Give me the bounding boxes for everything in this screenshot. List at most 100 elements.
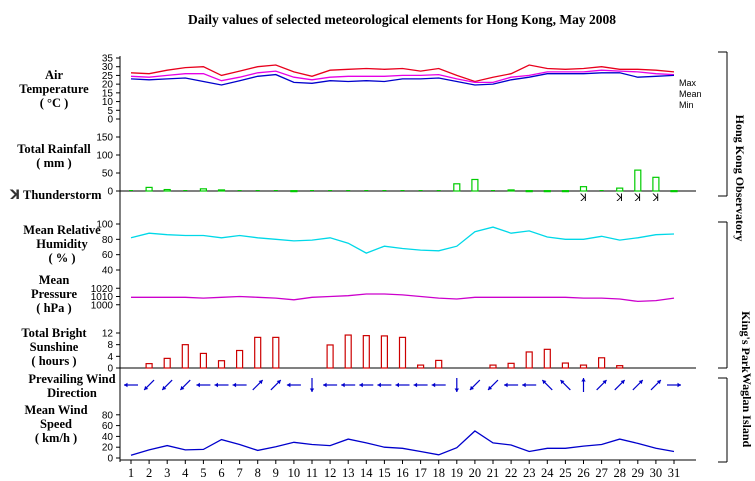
rainfall-bar — [634, 169, 642, 192]
wind-arrow-head — [522, 382, 526, 388]
sunshine-bar — [145, 363, 153, 369]
wind-speed-label-line: ( km/h ) — [35, 431, 77, 445]
sunshine-label-line: Sunshine — [30, 340, 79, 354]
wind-arrow-head — [620, 380, 625, 385]
rainfall-bar — [507, 189, 515, 192]
station-hko-label: Hong Kong Observatory — [733, 115, 747, 242]
temperature-mean-line — [130, 69, 675, 84]
wind-arrow-head — [542, 380, 547, 385]
wind-speed-label-line: Mean Wind — [24, 403, 87, 417]
sunshine-bar — [199, 352, 207, 369]
wind-arrow-head — [359, 382, 363, 388]
y-tick-label: 1010 — [91, 292, 114, 303]
wind-arrow-head — [214, 382, 218, 388]
temperature-min-line — [130, 72, 675, 86]
x-tick-label: 26 — [577, 466, 590, 480]
x-tick-label: 12 — [324, 466, 337, 480]
wind-arrow-head — [454, 388, 459, 392]
y-tick-label: 40 — [102, 266, 114, 277]
sunshine-bar — [236, 349, 244, 369]
wind-direction-arrow — [614, 379, 626, 391]
chart-title: Daily values of selected meteorological … — [188, 12, 616, 27]
y-tick-label: 0 — [107, 115, 113, 126]
wind-arrow-head — [180, 385, 185, 390]
rainfall-label-line: Total Rainfall — [17, 142, 91, 156]
y-tick-label: 4 — [107, 352, 113, 363]
pressure-line — [131, 293, 675, 303]
sunshine-label-line: ( hours ) — [31, 354, 76, 368]
wind-speed-label: Mean Wind Speed ( km/h ) — [24, 403, 87, 445]
wind-speed-line — [130, 430, 675, 456]
wind-arrow-head — [377, 382, 381, 388]
x-tick-label: 25 — [559, 466, 572, 480]
x-tick-label: 15 — [378, 466, 391, 480]
y-tick-label: 8 — [107, 340, 113, 351]
wind-direction-arrow — [560, 379, 571, 391]
wind-direction-arrow — [143, 379, 155, 391]
y-tick-label: 40 — [102, 432, 114, 443]
wind-arrow-head — [309, 388, 315, 392]
y-tick-label: 100 — [96, 220, 113, 231]
panel-frame: 0510152025303505010015040608010010001010… — [91, 51, 728, 480]
sunshine-bar — [543, 348, 551, 369]
humidity-label-line: Humidity — [36, 237, 88, 251]
x-tick-label: 22 — [505, 466, 518, 480]
wind-arrow-head — [488, 385, 493, 390]
wind-arrow-head — [286, 382, 291, 388]
station-kp-label: King's Park — [739, 311, 753, 373]
wind-direction-arrow — [454, 378, 459, 392]
wind-arrow-head — [258, 380, 263, 385]
wind-arrow-head — [413, 382, 418, 388]
wind-direction-arrow — [522, 382, 537, 388]
thunderstorm-marker: ꓘ — [579, 193, 587, 204]
station-wi: Waglan Island — [740, 373, 754, 448]
wind-arrow-head — [581, 378, 586, 382]
sunshine-bar — [507, 362, 515, 369]
wind-direction-arrow — [431, 382, 446, 388]
sunshine-bar — [254, 336, 262, 369]
y-tick-label: 30 — [102, 62, 114, 73]
wind-direction-arrow — [541, 379, 553, 391]
wind-arrow-head — [232, 382, 237, 388]
wind-direction-arrow — [395, 382, 410, 388]
sunshine-bar — [489, 364, 497, 369]
sunshine-bar — [380, 335, 388, 369]
y-tick-label: 1000 — [91, 300, 114, 311]
wind-direction-arrow — [179, 379, 191, 391]
pressure-label-line: Mean — [39, 273, 70, 287]
y-tick-label: 0 — [107, 187, 113, 198]
y-tick-label: 60 — [102, 250, 114, 261]
temperature-label-line: Air — [45, 68, 64, 82]
thunderstorm-marker: ꓘ — [615, 193, 623, 204]
wind-direction-label: Prevailing Wind Direction — [28, 372, 115, 400]
y-tick-label: 50 — [102, 169, 114, 180]
y-tick-label: 15 — [102, 88, 114, 99]
y-tick-label: 20 — [102, 443, 114, 454]
sunshine-bar — [616, 365, 624, 369]
wind-direction-arrow — [596, 379, 607, 391]
wind-arrow-head — [341, 382, 345, 388]
wind-direction-arrow — [469, 379, 481, 391]
y-tick-label: 12 — [102, 329, 114, 340]
pressure-label-line: ( hPa ) — [36, 301, 71, 315]
wind-arrow-head — [144, 385, 149, 390]
sunshine-bar — [525, 351, 533, 369]
wind-direction-arrow — [359, 382, 374, 388]
rainfall-bar — [290, 190, 298, 193]
wind-direction-label-line: Direction — [47, 386, 97, 400]
x-tick-label: 5 — [200, 466, 206, 480]
x-tick-label: 27 — [595, 466, 608, 480]
legend-mean: Mean — [679, 89, 702, 99]
thunderstorm-marker: ꓘ — [652, 193, 660, 204]
sunshine-bar — [398, 336, 407, 369]
y-tick-label: 80 — [102, 410, 114, 421]
wind-arrow-head — [677, 382, 681, 388]
sunshine-bar — [344, 334, 352, 369]
x-tick-label: 31 — [668, 466, 681, 480]
y-tick-label: 80 — [102, 235, 114, 246]
x-tick-label: 24 — [541, 466, 554, 480]
x-tick-label: 14 — [360, 466, 373, 480]
sunshine-bar — [181, 344, 189, 369]
wind-arrow-head — [196, 382, 200, 388]
